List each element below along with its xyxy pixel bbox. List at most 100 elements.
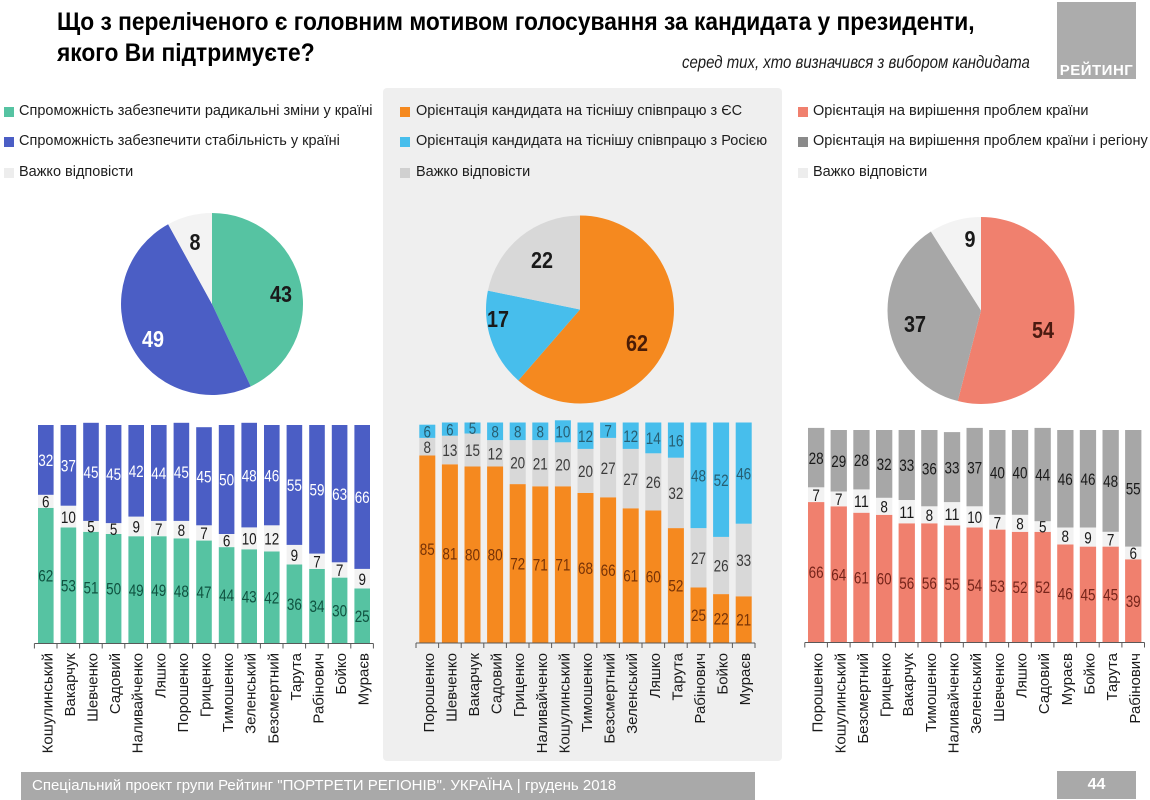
svg-text:37: 37 <box>904 311 926 337</box>
svg-text:9: 9 <box>965 226 976 252</box>
svg-text:6: 6 <box>1129 545 1137 563</box>
svg-text:48: 48 <box>1103 473 1118 491</box>
svg-text:Кошулинський: Кошулинський <box>832 653 849 753</box>
svg-text:55: 55 <box>287 477 302 495</box>
svg-text:Кошулинський: Кошулинський <box>556 653 573 753</box>
svg-text:28: 28 <box>854 452 869 470</box>
svg-text:Садовий: Садовий <box>107 653 124 714</box>
svg-text:Мураєв: Мураєв <box>1059 653 1076 705</box>
svg-text:Садовий: Садовий <box>1036 653 1053 714</box>
svg-text:81: 81 <box>442 546 457 564</box>
svg-text:34: 34 <box>310 598 325 616</box>
svg-text:52: 52 <box>714 472 729 490</box>
svg-text:45: 45 <box>84 464 99 482</box>
svg-text:44: 44 <box>219 587 234 605</box>
svg-text:26: 26 <box>646 474 661 492</box>
svg-text:33: 33 <box>736 552 751 570</box>
svg-text:Тарута: Тарута <box>288 652 305 700</box>
svg-text:15: 15 <box>465 442 480 460</box>
svg-text:Зеленський: Зеленський <box>624 653 641 734</box>
svg-text:43: 43 <box>270 281 292 307</box>
svg-text:21: 21 <box>533 455 548 473</box>
svg-text:66: 66 <box>809 564 824 582</box>
svg-text:20: 20 <box>578 463 593 481</box>
svg-text:Шевченко: Шевченко <box>991 653 1008 722</box>
svg-text:Тимошенко: Тимошенко <box>579 653 596 732</box>
svg-text:45: 45 <box>197 468 212 486</box>
svg-text:Порошенко: Порошенко <box>810 653 827 733</box>
svg-text:7: 7 <box>604 422 612 440</box>
svg-text:48: 48 <box>174 583 189 601</box>
svg-text:11: 11 <box>899 504 914 522</box>
svg-text:Вакарчук: Вакарчук <box>466 653 483 717</box>
svg-text:6: 6 <box>446 421 454 439</box>
svg-text:Безсмертний: Безсмертний <box>265 653 282 744</box>
svg-text:11: 11 <box>945 506 960 524</box>
svg-text:20: 20 <box>510 454 525 472</box>
svg-text:Зеленський: Зеленський <box>968 653 985 734</box>
svg-text:8: 8 <box>424 439 432 457</box>
svg-text:Ляшко: Ляшко <box>647 653 664 698</box>
svg-text:71: 71 <box>555 557 570 575</box>
svg-text:Бойко: Бойко <box>333 653 350 695</box>
svg-text:45: 45 <box>106 466 121 484</box>
svg-text:8: 8 <box>1062 528 1070 546</box>
svg-text:5: 5 <box>1039 519 1047 537</box>
svg-text:44: 44 <box>1035 467 1050 485</box>
svg-text:80: 80 <box>488 547 503 565</box>
svg-text:45: 45 <box>1081 587 1096 605</box>
svg-text:10: 10 <box>967 509 982 527</box>
svg-text:48: 48 <box>691 468 706 486</box>
svg-text:39: 39 <box>1126 593 1141 611</box>
svg-text:49: 49 <box>151 582 166 600</box>
svg-text:7: 7 <box>994 514 1002 532</box>
svg-text:50: 50 <box>106 581 121 599</box>
svg-text:Ляшко: Ляшко <box>1014 653 1031 698</box>
svg-text:36: 36 <box>287 596 302 614</box>
svg-text:55: 55 <box>1126 481 1141 499</box>
svg-text:51: 51 <box>84 580 99 598</box>
svg-text:Наливайченко: Наливайченко <box>534 653 551 753</box>
svg-text:25: 25 <box>691 607 706 625</box>
svg-text:40: 40 <box>990 465 1005 483</box>
svg-text:8: 8 <box>880 499 888 517</box>
svg-text:14: 14 <box>646 430 661 448</box>
svg-text:6: 6 <box>223 533 231 551</box>
svg-text:Бойко: Бойко <box>715 653 732 695</box>
svg-text:30: 30 <box>332 603 347 621</box>
svg-text:52: 52 <box>1035 579 1050 597</box>
svg-text:8: 8 <box>537 424 545 442</box>
svg-text:7: 7 <box>1107 531 1115 549</box>
svg-text:72: 72 <box>510 556 525 574</box>
svg-text:Садовий: Садовий <box>489 653 506 714</box>
svg-text:66: 66 <box>601 562 616 580</box>
svg-text:Тимошенко: Тимошенко <box>220 653 237 732</box>
svg-text:32: 32 <box>668 485 683 503</box>
svg-text:Порошенко: Порошенко <box>175 653 192 733</box>
svg-text:8: 8 <box>926 507 934 525</box>
svg-text:80: 80 <box>465 547 480 565</box>
svg-text:7: 7 <box>313 554 321 572</box>
svg-text:62: 62 <box>38 568 53 586</box>
svg-text:9: 9 <box>358 571 366 589</box>
svg-text:66: 66 <box>355 489 370 507</box>
svg-text:26: 26 <box>714 558 729 576</box>
svg-text:8: 8 <box>514 424 522 442</box>
svg-text:7: 7 <box>835 491 843 509</box>
svg-text:9: 9 <box>291 547 299 565</box>
svg-text:20: 20 <box>555 457 570 475</box>
svg-text:11: 11 <box>854 493 869 511</box>
svg-text:27: 27 <box>623 471 638 489</box>
svg-text:59: 59 <box>310 482 325 500</box>
svg-text:37: 37 <box>61 458 76 476</box>
svg-text:7: 7 <box>155 521 163 539</box>
svg-text:6: 6 <box>42 494 50 512</box>
svg-text:32: 32 <box>38 452 53 470</box>
svg-text:53: 53 <box>61 577 76 595</box>
svg-text:85: 85 <box>420 541 435 559</box>
svg-text:61: 61 <box>854 570 869 588</box>
svg-text:36: 36 <box>922 460 937 478</box>
svg-text:54: 54 <box>1032 317 1054 343</box>
svg-text:Наливайченко: Наливайченко <box>946 653 963 753</box>
svg-text:64: 64 <box>831 566 846 584</box>
